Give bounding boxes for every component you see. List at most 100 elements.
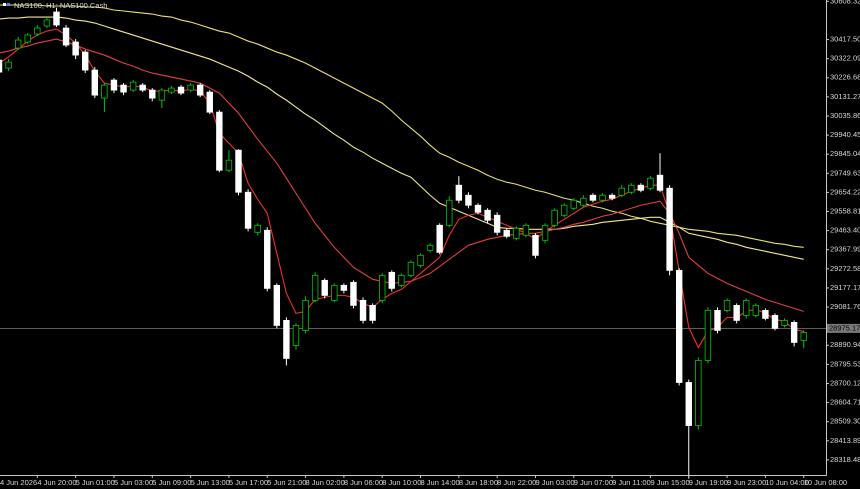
y-tick-label: 28318.48	[830, 455, 860, 464]
candle-body	[762, 309, 769, 319]
candle-body	[350, 281, 357, 306]
candle-body	[120, 84, 127, 93]
candle-body	[599, 194, 606, 201]
y-tick-label: 29654.22	[830, 187, 860, 196]
y-tick-label: 30417.50	[830, 35, 860, 44]
candle-body	[302, 299, 309, 331]
y-tick-label: 30608.32	[830, 0, 860, 5]
candle-body	[704, 309, 712, 361]
candle-body	[369, 304, 376, 321]
x-tick-label: 5 Jun 17:00	[229, 478, 268, 487]
candle-body	[455, 184, 463, 201]
x-tick-label: 10 Jun 08:00	[804, 478, 847, 487]
y-tick-label: 29558.81	[830, 206, 860, 215]
candle-body	[426, 244, 434, 251]
candle-body	[417, 254, 424, 266]
x-tick-label: 9 Jun 11:00	[612, 478, 651, 487]
x-tick-label: 8 Jun 10:00	[382, 478, 421, 487]
candle-body	[752, 304, 760, 316]
candle-body	[158, 89, 166, 101]
x-tick-label: 9 Jun 19:00	[689, 478, 728, 487]
candle-body	[685, 382, 692, 426]
candle-body	[34, 27, 41, 35]
candle-body	[580, 197, 587, 206]
candle-body	[24, 34, 31, 43]
x-tick-label: 9 Jun 07:00	[574, 478, 613, 487]
candle-body	[216, 111, 223, 171]
candle-body	[647, 177, 654, 189]
y-tick-label: 28509.30	[830, 417, 860, 426]
bid-label-box	[827, 323, 860, 333]
candle-body	[273, 284, 281, 326]
x-tick-label: 10 Jun 04:00	[765, 478, 808, 487]
candle-body	[589, 194, 597, 201]
x-tick-label: 5 Jun 09:00	[152, 478, 191, 487]
candle-body	[235, 149, 242, 193]
candle-body	[771, 314, 779, 329]
x-tick-label: 8 Jun 06:00	[344, 478, 383, 487]
y-tick-label: 29749.63	[830, 168, 860, 177]
candle-body	[321, 279, 328, 296]
x-tick-label: 5 Jun 01:00	[76, 478, 115, 487]
candle-body	[187, 84, 194, 91]
candle-body	[608, 194, 616, 199]
x-tick-label: 4 Jun 2026	[0, 478, 37, 487]
icon-cell	[7, 3, 10, 6]
candle-body	[656, 174, 664, 191]
candle-body	[244, 191, 252, 229]
candle-body	[0, 59, 3, 73]
y-tick-label: 29940.45	[830, 130, 860, 139]
candle-body	[474, 204, 482, 213]
y-tick-label: 29081.76	[830, 302, 860, 311]
y-tick-label: 29463.40	[830, 226, 860, 235]
y-tick-label: 30322.09	[830, 54, 860, 63]
candle-body	[311, 274, 319, 301]
y-tick-label: 29177.17	[830, 283, 860, 292]
candle-body	[331, 284, 338, 301]
y-tick-label: 28890.94	[830, 340, 860, 349]
x-tick-label: 9 Jun 03:00	[535, 478, 574, 487]
candle-body	[513, 227, 520, 239]
candle-body	[177, 86, 185, 94]
candle-body	[62, 27, 70, 46]
candle-body	[675, 269, 683, 383]
candle-body	[101, 84, 108, 99]
candle-body	[53, 11, 60, 26]
candle-body	[666, 187, 673, 271]
icon-cell	[3, 3, 6, 6]
candle-body	[254, 224, 261, 233]
candle-body	[283, 320, 290, 359]
x-tick-label: 4 Jun 20:00	[37, 478, 76, 487]
x-tick-label: 5 Jun 21:00	[267, 478, 306, 487]
candle-body	[561, 204, 568, 216]
candle-body	[340, 284, 348, 291]
candle-body	[723, 299, 731, 311]
x-tick-label: 5 Jun 13:00	[191, 478, 230, 487]
y-tick-label: 28795.53	[830, 359, 860, 368]
candle-body	[14, 39, 22, 49]
candle-body	[695, 360, 702, 426]
y-tick-label: 28700.12	[830, 378, 860, 387]
x-tick-label: 8 Jun 02:00	[306, 478, 345, 487]
candle-body	[168, 87, 175, 93]
candle-body	[264, 229, 271, 289]
candle-body	[82, 51, 89, 71]
candle-body	[196, 84, 204, 96]
candle-body	[292, 325, 300, 346]
y-tick-label: 30035.86	[830, 111, 860, 120]
x-tick-label: 5 Jun 03:00	[114, 478, 153, 487]
candle-body	[551, 209, 558, 226]
candle-body	[637, 184, 645, 191]
y-tick-label: 28413.89	[830, 436, 860, 445]
candle-body	[149, 89, 156, 99]
candle-body	[388, 271, 395, 289]
x-tick-label: 9 Jun 23:00	[727, 478, 766, 487]
x-tick-label: 9 Jun 15:00	[650, 478, 689, 487]
candle-body	[733, 304, 740, 321]
candle-body	[570, 199, 577, 209]
candle-body	[743, 299, 750, 316]
candle-body	[378, 274, 386, 301]
candle-body	[781, 320, 788, 326]
